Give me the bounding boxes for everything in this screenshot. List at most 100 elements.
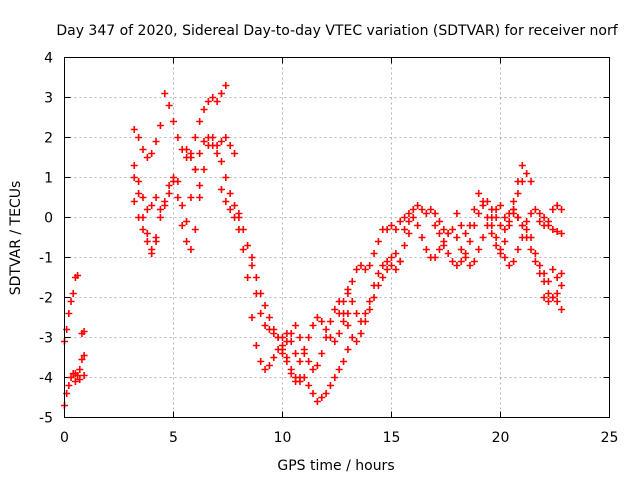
x-tick-label: 0 xyxy=(60,430,69,446)
data-point xyxy=(270,354,278,361)
chart-title: Day 347 of 2020, Sidereal Day-to-day VTE… xyxy=(56,23,618,39)
series-arc15 xyxy=(335,230,413,325)
data-point xyxy=(449,258,457,265)
data-point xyxy=(226,142,234,149)
y-tick-label: 4 xyxy=(44,51,53,67)
data-point xyxy=(148,250,156,257)
data-point xyxy=(396,218,404,225)
series-arc5 xyxy=(130,122,164,161)
data-point xyxy=(527,210,535,217)
data-point xyxy=(340,318,348,325)
series-arc20 xyxy=(488,222,566,285)
data-point xyxy=(222,174,230,181)
data-point xyxy=(523,170,531,177)
data-point xyxy=(370,294,378,301)
data-point xyxy=(261,366,269,373)
data-point xyxy=(239,226,247,233)
data-point xyxy=(453,234,461,241)
data-point xyxy=(318,350,326,357)
data-point xyxy=(130,198,138,205)
data-point xyxy=(483,214,491,221)
data-point xyxy=(344,286,352,293)
data-point xyxy=(544,222,552,229)
series-arc10 xyxy=(183,134,239,173)
data-point xyxy=(139,194,147,201)
data-point xyxy=(65,382,73,389)
data-point xyxy=(217,138,225,145)
data-point xyxy=(226,206,234,213)
data-point xyxy=(361,310,369,317)
data-point xyxy=(492,214,500,221)
data-point xyxy=(313,314,321,321)
data-point xyxy=(431,254,439,261)
data-point xyxy=(392,226,400,233)
data-point xyxy=(523,234,531,241)
data-point xyxy=(222,198,230,205)
y-tick-label: -3 xyxy=(39,331,53,347)
data-point xyxy=(231,202,239,209)
data-point xyxy=(497,222,504,229)
data-point xyxy=(135,214,143,221)
data-point xyxy=(170,118,177,125)
data-point xyxy=(510,258,518,265)
data-point xyxy=(401,226,409,233)
data-point xyxy=(470,258,478,265)
data-point xyxy=(505,210,513,217)
data-point xyxy=(366,298,374,305)
data-point xyxy=(161,90,169,97)
data-point xyxy=(292,350,300,357)
data-point xyxy=(536,218,544,225)
series-arc3 xyxy=(78,328,88,337)
data-point xyxy=(139,226,147,233)
data-point xyxy=(156,122,164,129)
data-point xyxy=(248,254,256,261)
data-point xyxy=(348,278,356,285)
data-point xyxy=(331,338,339,345)
data-point xyxy=(418,206,426,213)
data-point xyxy=(161,202,169,209)
data-point xyxy=(261,302,269,309)
data-point xyxy=(558,230,566,237)
data-point xyxy=(475,246,483,253)
data-point xyxy=(76,366,84,373)
data-point xyxy=(305,358,313,365)
data-point xyxy=(296,334,304,341)
data-point xyxy=(152,138,160,145)
data-point xyxy=(549,226,557,233)
data-point xyxy=(292,378,300,385)
data-point xyxy=(405,218,413,225)
data-point xyxy=(309,366,317,373)
data-point xyxy=(296,374,304,381)
data-point xyxy=(409,206,417,213)
data-point xyxy=(457,222,465,229)
data-point xyxy=(492,242,500,249)
data-point xyxy=(462,230,470,237)
data-point xyxy=(226,190,234,197)
data-point xyxy=(222,134,230,141)
data-point xyxy=(222,82,230,89)
data-point xyxy=(344,322,352,329)
series-arc16 xyxy=(344,202,452,293)
series-arc18 xyxy=(431,178,526,269)
data-point xyxy=(479,198,487,205)
data-point xyxy=(191,134,199,141)
data-point xyxy=(261,322,269,329)
data-point xyxy=(470,206,478,213)
data-point xyxy=(553,202,561,209)
data-point xyxy=(200,106,208,113)
data-point xyxy=(357,330,365,337)
data-point xyxy=(361,266,369,273)
data-point xyxy=(340,298,348,305)
data-point xyxy=(257,310,265,317)
data-point xyxy=(466,262,474,269)
data-point xyxy=(466,222,474,229)
data-point xyxy=(67,374,75,381)
data-point xyxy=(143,238,151,245)
series-arc23 xyxy=(536,218,566,237)
data-point xyxy=(544,298,552,305)
series-arc9 xyxy=(161,82,230,161)
data-point xyxy=(558,282,566,289)
data-point xyxy=(74,272,82,279)
data-point xyxy=(274,334,282,341)
